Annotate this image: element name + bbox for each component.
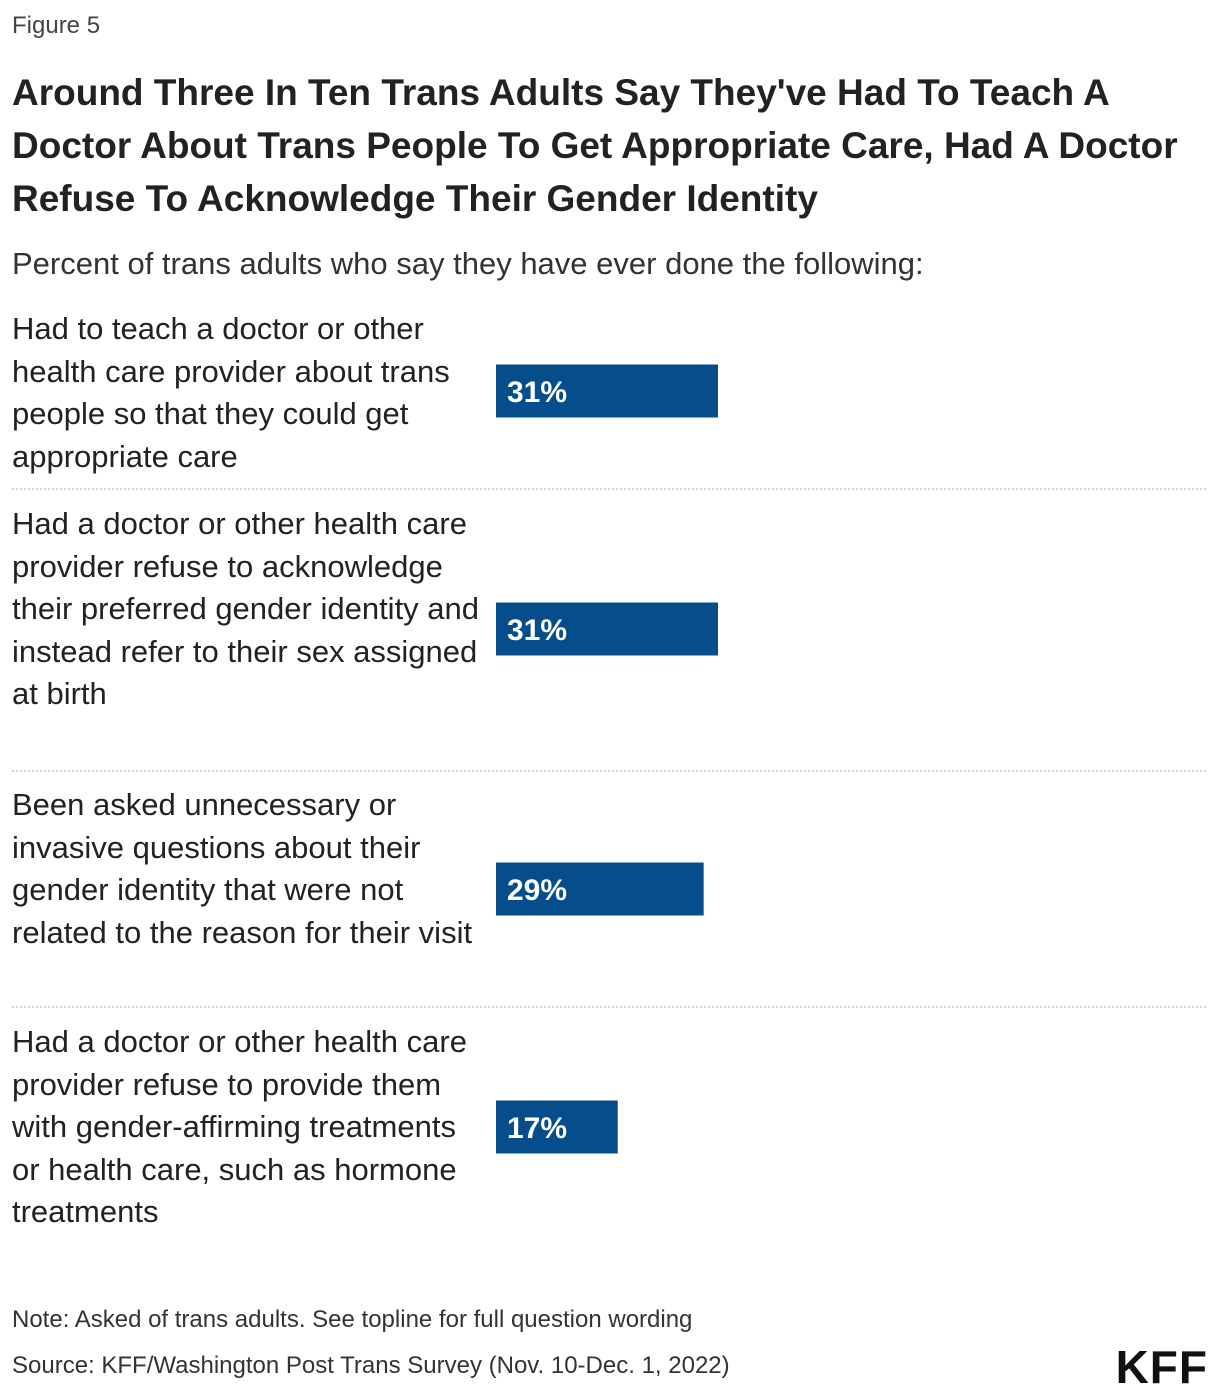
chart-title: Around Three In Ten Trans Adults Say The…	[12, 72, 1178, 219]
bar-1	[496, 364, 718, 418]
row-label-2: Had a doctor or other health care provid…	[12, 506, 480, 712]
chart-note: Note: Asked of trans adults. See topline…	[12, 1306, 693, 1333]
bar-value-label-3: 29%	[507, 874, 567, 907]
row-label-1: Had to teach a doctor or other health ca…	[12, 311, 450, 474]
bar-value-label-2: 31%	[507, 614, 567, 647]
chart-source: Source: KFF/Washington Post Trans Survey…	[12, 1352, 730, 1379]
bar-value-label-4: 17%	[507, 1112, 567, 1145]
chart-subtitle: Percent of trans adults who say they hav…	[12, 246, 924, 281]
kff-logo: KFF	[1115, 1341, 1208, 1393]
row-label-4: Had a doctor or other health care provid…	[12, 1024, 467, 1230]
bar-3	[496, 862, 704, 916]
row-label-3: Been asked unnecessary or invasive quest…	[12, 787, 473, 950]
bar-4	[496, 1100, 618, 1154]
bar-2	[496, 602, 718, 656]
figure-label: Figure 5	[12, 12, 101, 39]
bar-value-label-1: 31%	[507, 376, 567, 409]
